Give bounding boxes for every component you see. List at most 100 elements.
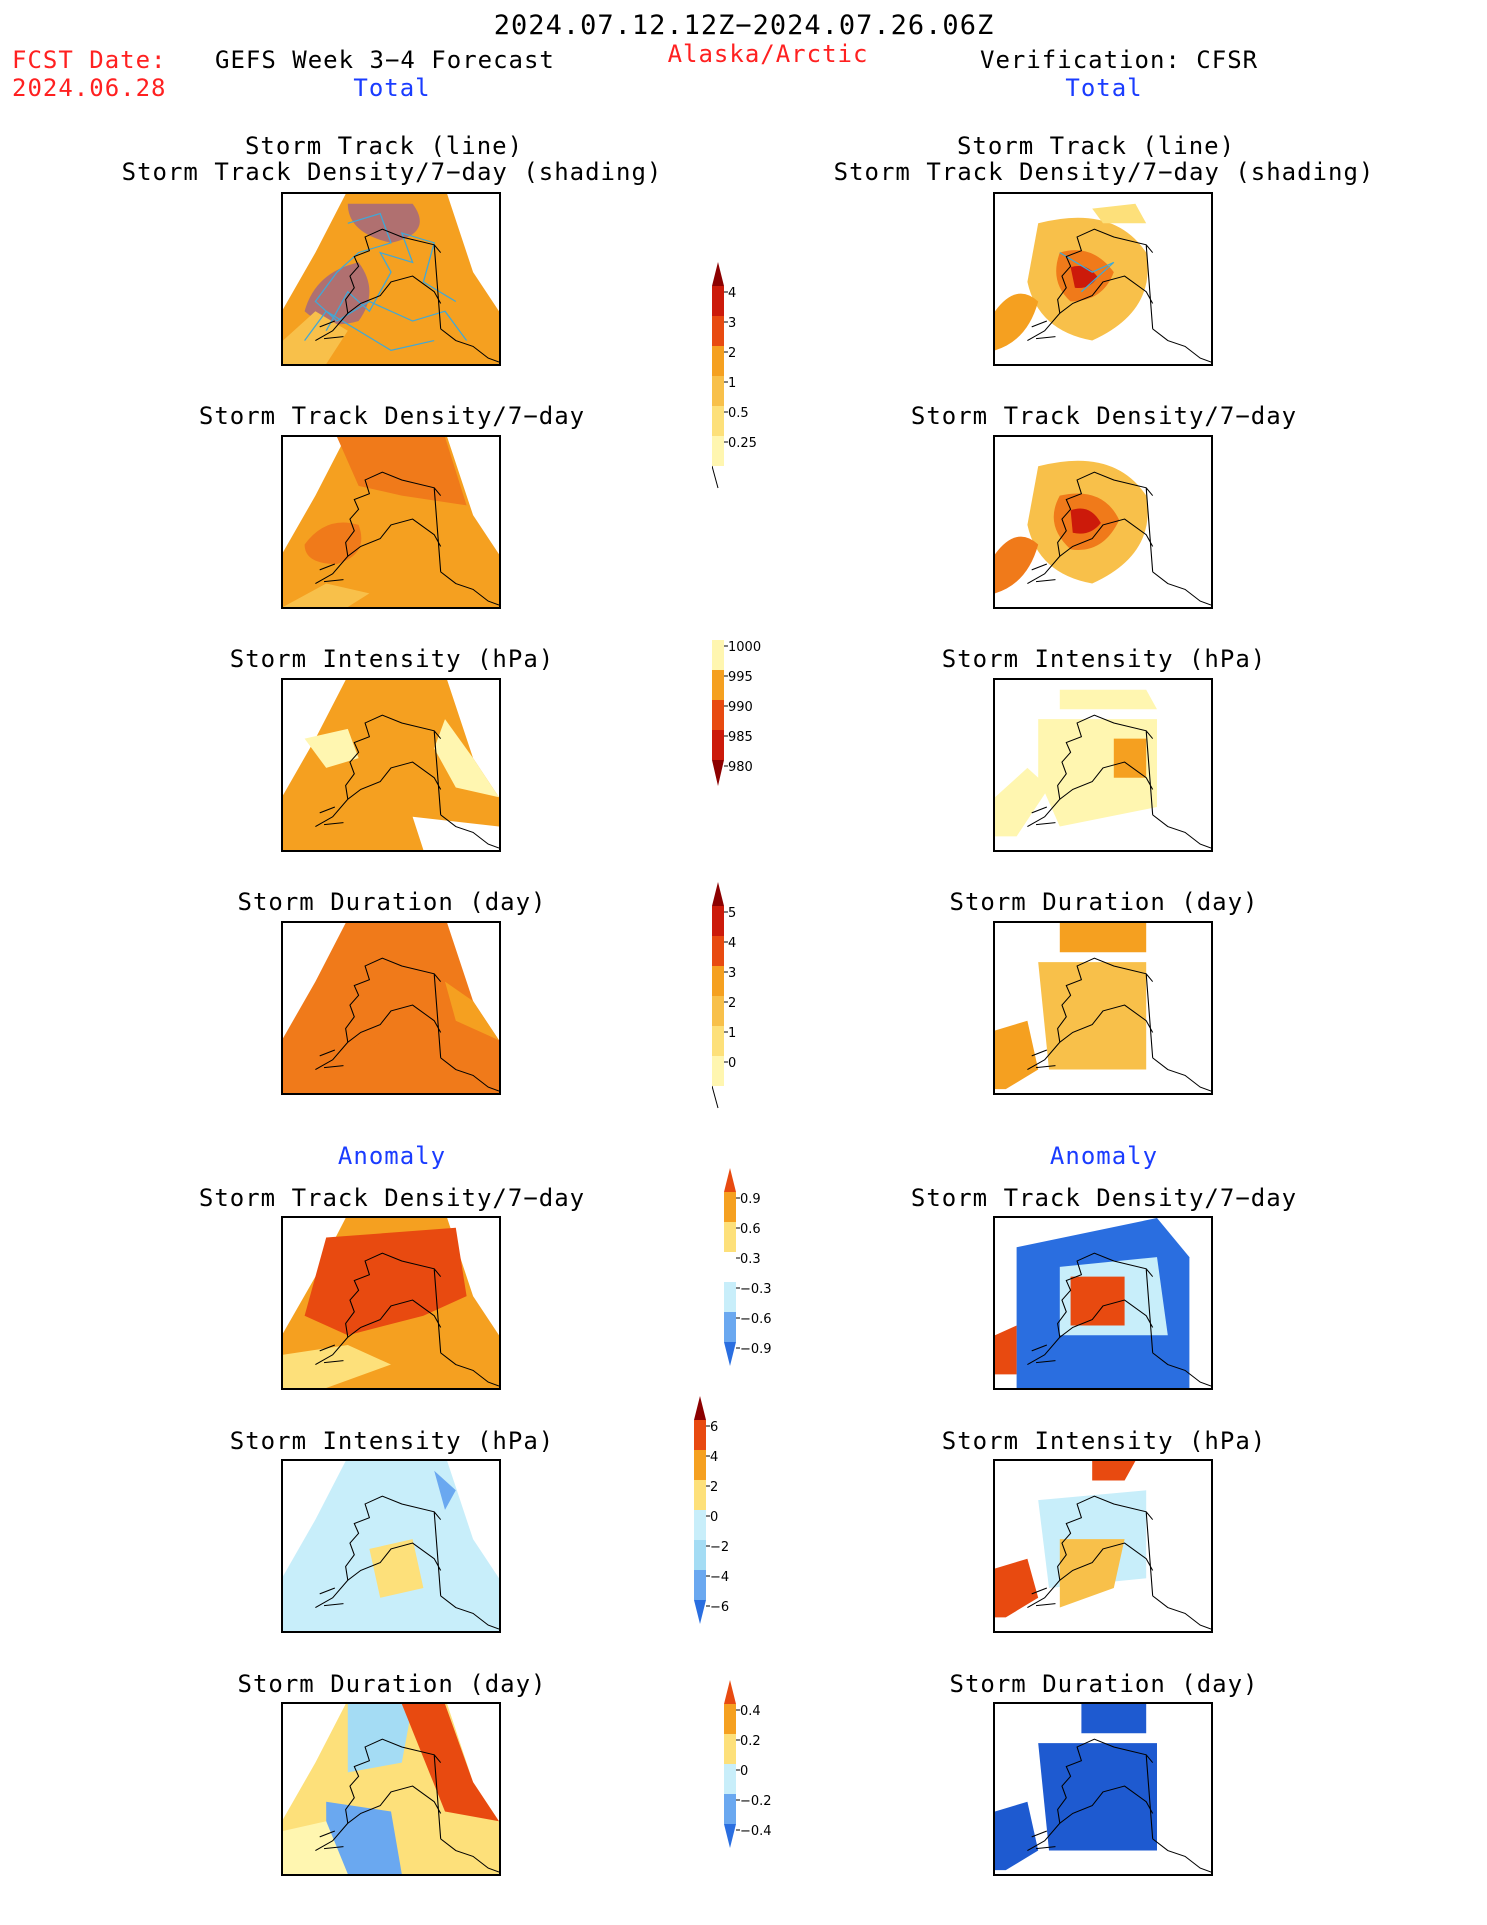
fc-duration-anom-map	[281, 1702, 501, 1876]
obs-intensity-region-3	[1113, 738, 1147, 778]
intensity-tick-label-1: 995	[728, 670, 753, 685]
duration-anom-colorbar: 0.4 0.2 0 −0.2 −0.4	[724, 1680, 804, 1882]
obs-density-coastline	[1027, 471, 1211, 606]
intensity_anom-tick-label-0: 6	[710, 1420, 718, 1435]
obs-density-anom-region-3	[1070, 1276, 1125, 1326]
intensity_anom-top-arrow	[694, 1396, 706, 1420]
density_anom-bottom-arrow	[724, 1342, 736, 1366]
fc-density-region-3	[283, 583, 370, 607]
duration_anom-bottom-arrow	[724, 1824, 736, 1848]
obs-duration-region-1	[1059, 923, 1147, 953]
fc-intensity-region-1	[434, 719, 499, 798]
fc-density-coastline	[315, 471, 499, 606]
duration_anom-tick-label-3: −0.2	[740, 1794, 772, 1809]
region-title: Alaska/Arctic	[667, 40, 869, 68]
fc-intensity-anom-region-2	[369, 1539, 424, 1598]
density-tick-label-4: 0.5	[728, 406, 749, 421]
duration_anom-tick-label-2: 0	[740, 1764, 748, 1779]
density_anom-tick-label-1: 0.6	[740, 1222, 761, 1237]
intensity_anom-swatch-1	[694, 1450, 706, 1480]
obs-density-anom-map	[993, 1216, 1213, 1390]
density-tick-label-2: 2	[728, 346, 736, 361]
model-title: GEFS Week 3−4 Forecast	[215, 46, 555, 74]
duration-tail	[711, 1085, 719, 1109]
anomaly-left-label: Anomaly	[337, 1142, 447, 1170]
fc-intensity-anom-title: Storm Intensity (hPa)	[229, 1427, 555, 1455]
intensity_anom-tick-label-3: 0	[710, 1510, 718, 1525]
fc-track-coastline	[315, 228, 499, 363]
density-tail	[711, 465, 719, 489]
fc-track-title: Storm Track (line)	[244, 132, 524, 160]
intensity-tick-label-2: 990	[728, 700, 753, 715]
duration-swatch-0	[712, 906, 724, 936]
obs-density-anom-region-4	[995, 1325, 1017, 1375]
fc-intensity-region-3	[412, 816, 499, 850]
intensity-swatch-2	[712, 700, 724, 730]
obs-density-map	[993, 435, 1213, 609]
intensity-swatch-1	[712, 670, 724, 700]
duration_anom-swatch-0	[724, 1704, 736, 1734]
obs-intensity-region-4	[995, 767, 1049, 837]
density-tick-label-0: 4	[728, 286, 736, 301]
duration-swatch-1	[712, 936, 724, 966]
duration_anom-top-arrow	[724, 1680, 736, 1704]
obs-duration-region-3	[995, 1020, 1039, 1090]
density-swatch-1	[712, 316, 724, 346]
obs-track-region-5	[1092, 203, 1147, 224]
duration-tick-label-4: 1	[728, 1026, 736, 1041]
intensity-tick-label-0: 1000	[728, 640, 761, 655]
obs-density-region-4	[995, 536, 1039, 594]
intensity_anom-bottom-arrow	[694, 1600, 706, 1624]
fc-duration-anom-region-4	[283, 1821, 348, 1874]
obs-intensity-anom-region-4	[995, 1558, 1039, 1618]
duration-tick-label-5: 0	[728, 1056, 736, 1071]
density_anom-top-arrow	[724, 1168, 736, 1192]
obs-intensity-anom-map	[993, 1459, 1213, 1633]
intensity_anom-tick-label-4: −2	[710, 1540, 729, 1555]
fc-duration-anom-coastline	[315, 1738, 499, 1873]
intensity_anom-tick-label-6: −6	[710, 1600, 729, 1615]
density_anom-tick-label-0: 0.9	[740, 1192, 761, 1207]
obs-intensity-anom-title: Storm Intensity (hPa)	[941, 1427, 1267, 1455]
duration-tick-label-1: 4	[728, 936, 736, 951]
fc-intensity-anom-map	[281, 1459, 501, 1633]
obs-intensity-region-1	[1059, 689, 1157, 710]
duration-colorbar: 5 4 3 2 1 0	[711, 882, 792, 1120]
fc-track-map	[281, 192, 501, 366]
intensity-colorbar: 1000 995 990 985 980	[712, 640, 792, 820]
obs-track-subtitle: Storm Track Density/7−day (shading)	[833, 158, 1375, 186]
fc-duration-region-1	[445, 981, 499, 1041]
obs-duration-anom-title: Storm Duration (day)	[949, 1670, 1259, 1698]
fc-duration-title: Storm Duration (day)	[237, 888, 547, 916]
total-right-label: Total	[1065, 74, 1143, 102]
fc-density-anom-title: Storm Track Density/7−day	[198, 1184, 586, 1212]
obs-density-anom-title: Storm Track Density/7−day	[910, 1184, 1298, 1212]
intensity-anom-colorbar: 6 4 2 0 −2 −4 −6	[694, 1396, 774, 1658]
duration-swatch-2	[712, 966, 724, 996]
fc-intensity-region-2	[304, 728, 359, 768]
fc-duration-coastline	[315, 957, 499, 1092]
intensity_anom-swatch-0	[694, 1420, 706, 1450]
obs-duration-map	[993, 921, 1213, 1095]
duration-tick-label-2: 3	[728, 966, 736, 981]
intensity-swatch-3	[712, 730, 724, 760]
obs-density-title: Storm Track Density/7−day	[910, 402, 1298, 430]
fc-duration-region-0	[283, 923, 499, 1093]
density-anom-colorbar: 0.9 0.6 0.3 −0.3 −0.6 −0.9	[724, 1168, 804, 1400]
obs-duration-anom-coastline	[1027, 1738, 1211, 1873]
density-swatch-4	[712, 406, 724, 436]
density-tick-label-3: 1	[728, 376, 736, 391]
fc-density-anom-coastline	[315, 1252, 499, 1387]
fc-density-anom-map	[281, 1216, 501, 1390]
duration-swatch-5	[712, 1056, 724, 1086]
fc-track-storm-tracks	[304, 212, 468, 351]
obs-density-region-3	[1070, 508, 1101, 534]
total-left-label: Total	[353, 74, 431, 102]
obs-track-map	[993, 192, 1213, 366]
density-top-arrow	[712, 262, 724, 286]
obs-intensity-map	[993, 678, 1213, 852]
duration_anom-swatch-2	[724, 1764, 736, 1794]
obs-intensity-anom-region-3	[1059, 1539, 1125, 1608]
obs-intensity-coastline	[1027, 714, 1211, 849]
intensity_anom-tick-label-1: 4	[710, 1450, 718, 1465]
